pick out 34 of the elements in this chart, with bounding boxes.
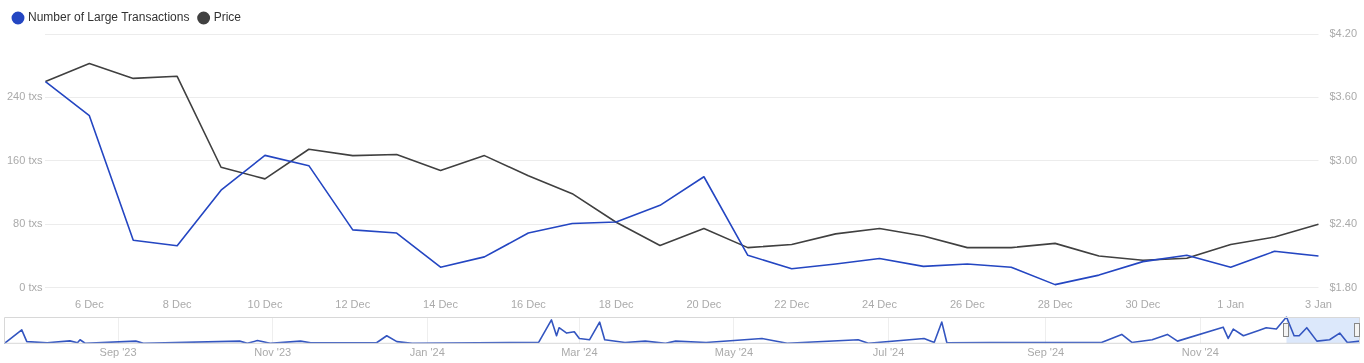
- x-tick-label: Sep '23: [99, 346, 137, 359]
- y2-tick-label: $2.40: [1329, 217, 1357, 230]
- x-tick-label: 24 Dec: [862, 298, 898, 311]
- y2-tick-label: $4.20: [1329, 27, 1357, 40]
- x-tick-label: Mar '24: [561, 346, 598, 359]
- x-tick-label: May '24: [714, 346, 754, 359]
- x-tick-label: 22 Dec: [774, 298, 810, 311]
- x-tick-label: 28 Dec: [1037, 298, 1074, 311]
- x-tick-label: 20 Dec: [686, 298, 722, 311]
- x-tick-label: 18 Dec: [598, 298, 635, 311]
- x-tick-label: Jul '24: [872, 346, 905, 359]
- x-tick-label: Jan '24: [409, 346, 445, 359]
- y2-tick-label: $1.80: [1329, 280, 1357, 293]
- legend-label: Number of Large Transactions: [28, 10, 190, 25]
- x-tick-label: 16 Dec: [510, 298, 547, 311]
- x-tick-label: 1 Jan: [1217, 298, 1245, 311]
- x-tick-label: 6 Dec: [74, 298, 105, 311]
- y-tick-label: 240 txs: [7, 90, 43, 103]
- x-tick-label: Nov '23: [254, 346, 292, 359]
- x-tick-label: Nov '24: [1181, 346, 1219, 359]
- x-tick-label: Sep '24: [1027, 346, 1065, 359]
- y-tick-label: 80 txs: [13, 217, 43, 230]
- x-tick-label: 8 Dec: [162, 298, 193, 311]
- x-tick-label: 14 Dec: [423, 298, 459, 311]
- y2-tick-label: $3.60: [1329, 90, 1357, 103]
- x-tick-label: 26 Dec: [949, 298, 986, 311]
- x-tick-label: 30 Dec: [1125, 298, 1161, 311]
- x-tick-label: 3 Jan: [1305, 298, 1332, 311]
- y2-tick-label: $3.00: [1329, 153, 1357, 166]
- y-tick-label: 0 txs: [19, 280, 43, 293]
- x-tick-label: 12 Dec: [335, 298, 371, 311]
- y-tick-label: 160 txs: [7, 153, 43, 166]
- legend-label: Price: [213, 10, 242, 25]
- x-tick-label: 10 Dec: [247, 298, 283, 311]
